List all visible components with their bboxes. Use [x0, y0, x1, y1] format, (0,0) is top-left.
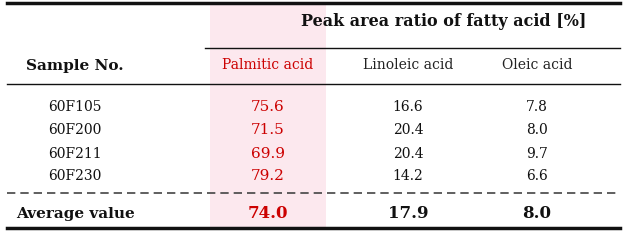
- Text: 75.6: 75.6: [251, 100, 285, 114]
- Text: 14.2: 14.2: [393, 169, 423, 183]
- Text: 20.4: 20.4: [393, 123, 423, 137]
- Text: 9.7: 9.7: [526, 147, 548, 161]
- Text: 60F211: 60F211: [48, 147, 102, 161]
- Text: 6.6: 6.6: [526, 169, 548, 183]
- Text: 7.8: 7.8: [526, 100, 548, 114]
- Text: 69.9: 69.9: [251, 147, 285, 161]
- Text: 74.0: 74.0: [248, 206, 288, 222]
- Text: 8.0: 8.0: [522, 206, 552, 222]
- Text: 79.2: 79.2: [251, 169, 285, 183]
- Bar: [210, 3, 326, 228]
- Text: 71.5: 71.5: [251, 123, 285, 137]
- Text: 16.6: 16.6: [393, 100, 423, 114]
- Text: Linoleic acid: Linoleic acid: [363, 58, 453, 72]
- Text: 20.4: 20.4: [393, 147, 423, 161]
- Text: 8.0: 8.0: [526, 123, 548, 137]
- Text: Sample No.: Sample No.: [26, 59, 124, 73]
- Text: Peak area ratio of fatty acid [%]: Peak area ratio of fatty acid [%]: [302, 13, 587, 30]
- Text: Average value: Average value: [16, 207, 134, 221]
- Text: Oleic acid: Oleic acid: [502, 58, 572, 72]
- Text: 60F200: 60F200: [48, 123, 102, 137]
- Text: 60F230: 60F230: [48, 169, 102, 183]
- Text: 17.9: 17.9: [387, 206, 428, 222]
- Text: 60F105: 60F105: [48, 100, 102, 114]
- Text: Palmitic acid: Palmitic acid: [223, 58, 314, 72]
